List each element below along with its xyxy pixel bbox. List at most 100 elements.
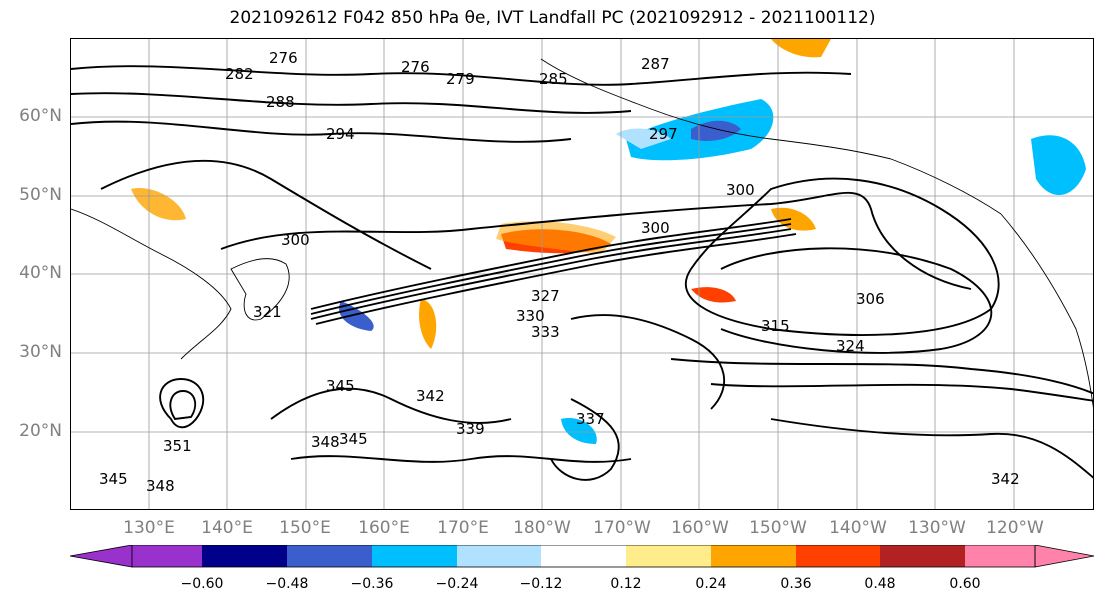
contour-label: 333 [531, 323, 560, 341]
shading-red-east [691, 287, 736, 303]
contour-label: 351 [163, 437, 192, 455]
lon-label-160e: 160°E [358, 518, 410, 538]
colorbar-extend-high [1034, 545, 1095, 568]
coast-japan [230, 258, 290, 321]
contour-label: 297 [649, 125, 678, 143]
contour-label: 327 [531, 287, 560, 305]
lon-label-130e: 130°E [123, 518, 175, 538]
coastlines [71, 58, 1093, 408]
lon-label-170w: 170°W [593, 518, 651, 538]
contour-label: 348 [311, 433, 340, 451]
colorbar-segment [372, 545, 457, 567]
colorbar-tick: 0.24 [695, 576, 727, 592]
lon-label-150e: 150°E [279, 518, 331, 538]
lon-label-180w: 180°W [513, 518, 571, 538]
contour-276 [71, 65, 852, 86]
contour-label: 300 [726, 181, 755, 199]
contour-label: 288 [266, 93, 295, 111]
colorbar-tick: −0.12 [519, 576, 563, 592]
colorbar-tick: −0.36 [350, 576, 394, 592]
contour-label: 324 [836, 337, 865, 355]
contour-label: 300 [641, 219, 670, 237]
contour-label: 285 [539, 70, 568, 88]
contour-label: 282 [225, 65, 254, 83]
shading-orange-jet [496, 221, 616, 254]
contour-333 [710, 383, 1093, 402]
contour-label: 348 [146, 477, 175, 495]
colorbar-segment [965, 545, 1035, 567]
contour-label: 330 [516, 307, 545, 325]
typhoon-contour-inner [169, 390, 197, 421]
contour-327 [570, 314, 725, 410]
contour-label: 345 [326, 377, 355, 395]
contour-label: 276 [401, 58, 430, 76]
contour-label: 287 [641, 55, 670, 73]
jet-contour-1 [310, 218, 792, 310]
jet-contour-3 [310, 228, 792, 320]
shading-orange-north [771, 39, 831, 58]
contour-label: 294 [326, 125, 355, 143]
lat-label-20n: 20°N [19, 421, 62, 441]
shading-blue-japan [339, 301, 374, 331]
lat-label-50n: 50°N [19, 185, 62, 205]
contour-label: 345 [99, 470, 128, 488]
colorbar-tick: −0.60 [180, 576, 224, 592]
lon-label-160w: 160°W [671, 518, 729, 538]
coast-north-america [1000, 213, 1093, 408]
plot-title: 2021092612 F042 850 hPa θe, IVT Landfall… [229, 8, 876, 28]
shading-orange-center [419, 299, 437, 349]
contour-345 [270, 387, 512, 424]
colorbar-tick: 0.12 [610, 576, 642, 592]
lon-label-150w: 150°W [749, 518, 807, 538]
anomaly-shading [131, 39, 1086, 444]
contour-315 [720, 247, 993, 354]
shading-blue-tropics [561, 418, 597, 444]
coast-alaska [540, 58, 1002, 215]
lon-label-140w: 140°W [829, 518, 887, 538]
colorbar-tick: −0.24 [435, 576, 479, 592]
contour-label: 321 [253, 303, 282, 321]
colorbar-segment [541, 545, 626, 567]
colorbar-tick: 0.48 [864, 576, 896, 592]
typhoon-contour-outer [159, 378, 205, 429]
contour-288 [71, 120, 572, 143]
contour-label: 339 [456, 420, 485, 438]
lat-label-60n: 60°N [19, 106, 62, 126]
colorbar-segment [796, 545, 880, 567]
contour-297a [100, 159, 432, 270]
colorbar-segment [880, 545, 965, 567]
shading-orange-asia [131, 188, 186, 221]
colorbar-segment [202, 545, 287, 567]
coast-asia [71, 208, 232, 360]
map-canvas: 276 276 279 282 285 287 288 294 297 300 … [71, 39, 1093, 509]
lat-label-40n: 40°N [19, 263, 62, 283]
colorbar [69, 545, 1095, 568]
colorbar-segment [457, 545, 541, 567]
contour-label-group: 276 276 279 282 285 287 288 294 297 300 … [99, 49, 1020, 495]
contour-342 [770, 418, 1093, 479]
colorbar-tick: −0.48 [265, 576, 309, 592]
colorbar-tick: 0.36 [780, 576, 812, 592]
contour-339 [550, 398, 620, 481]
theta-e-contours [71, 65, 1093, 481]
jet-contour-4 [315, 233, 797, 325]
jet-contour-2 [310, 223, 792, 315]
shading-lightblue-bering [616, 128, 671, 149]
colorbar-segment [626, 545, 711, 567]
lon-label-170e: 170°E [437, 518, 489, 538]
contour-label: 279 [446, 70, 475, 88]
colorbar-segment [711, 545, 796, 567]
contour-348 [290, 455, 632, 463]
colorbar-extend-low [69, 545, 133, 568]
colorbar-outline [131, 545, 1036, 568]
contour-306 [684, 177, 1000, 336]
contour-label: 337 [576, 410, 605, 428]
contour-label: 306 [856, 290, 885, 308]
contour-300 [220, 191, 972, 290]
contour-label: 342 [991, 470, 1020, 488]
contour-label: 276 [269, 49, 298, 67]
contour-label: 345 [339, 430, 368, 448]
contour-label: 300 [281, 231, 310, 249]
map-panel: 276 276 279 282 285 287 288 294 297 300 … [70, 38, 1094, 510]
contour-324 [670, 358, 1093, 395]
